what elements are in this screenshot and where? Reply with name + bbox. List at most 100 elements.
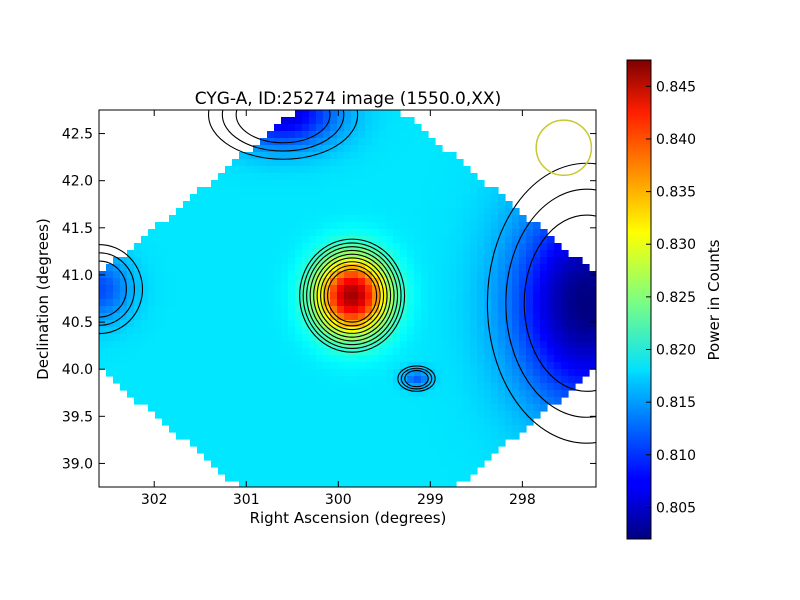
heat-cell bbox=[281, 201, 289, 209]
heat-cell bbox=[337, 439, 345, 447]
heat-cell bbox=[491, 271, 499, 279]
heat-cell bbox=[484, 439, 492, 447]
heat-cell bbox=[393, 264, 401, 272]
heat-cell bbox=[225, 257, 233, 265]
heat-cell bbox=[386, 481, 394, 487]
heat-cell bbox=[428, 264, 436, 272]
heat-cell bbox=[148, 355, 156, 363]
heat-cell bbox=[442, 453, 450, 461]
heat-cell bbox=[463, 187, 471, 195]
heat-cell bbox=[239, 376, 247, 384]
heat-cell bbox=[288, 355, 296, 363]
heat-cell bbox=[512, 236, 520, 244]
heat-cell bbox=[414, 348, 422, 356]
heat-cell bbox=[141, 383, 149, 391]
heat-cell bbox=[456, 348, 464, 356]
heat-cell bbox=[323, 292, 331, 300]
heat-cell bbox=[190, 250, 198, 258]
heat-cell bbox=[575, 327, 583, 335]
heat-cell bbox=[470, 180, 478, 188]
heat-cell bbox=[246, 467, 254, 475]
heat-cell bbox=[435, 278, 443, 286]
heat-cell bbox=[344, 397, 352, 405]
heat-cell bbox=[309, 369, 317, 377]
heat-cell bbox=[575, 292, 583, 300]
heat-cell bbox=[155, 320, 163, 328]
heat-cell bbox=[435, 229, 443, 237]
heat-cell bbox=[281, 166, 289, 174]
heat-cell bbox=[393, 460, 401, 468]
heat-cell bbox=[246, 432, 254, 440]
heat-cell bbox=[365, 173, 373, 181]
heat-cell bbox=[421, 390, 429, 398]
heat-cell bbox=[155, 348, 163, 356]
heat-cell bbox=[505, 306, 513, 314]
heat-cell bbox=[295, 208, 303, 216]
heat-cell bbox=[365, 341, 373, 349]
heat-cell bbox=[253, 446, 261, 454]
heat-cell bbox=[260, 208, 268, 216]
y-tick-label: 41.0 bbox=[62, 268, 93, 284]
heat-cell bbox=[463, 292, 471, 300]
heat-cell bbox=[589, 278, 596, 286]
heat-cell bbox=[211, 194, 219, 202]
heat-cell bbox=[442, 320, 450, 328]
heat-cell bbox=[344, 215, 352, 223]
heat-cell bbox=[239, 369, 247, 377]
heat-cell bbox=[162, 222, 170, 230]
heat-cell bbox=[155, 404, 163, 412]
heat-cell bbox=[372, 362, 380, 370]
heat-cell bbox=[106, 327, 114, 335]
heat-cell bbox=[393, 404, 401, 412]
contour-line bbox=[316, 257, 388, 334]
heat-cell bbox=[211, 334, 219, 342]
heat-cell bbox=[393, 439, 401, 447]
heat-cell bbox=[372, 110, 380, 118]
heat-cell bbox=[218, 334, 226, 342]
heat-cell bbox=[365, 110, 373, 118]
heat-cell bbox=[295, 243, 303, 251]
heat-cell bbox=[365, 124, 373, 132]
heat-cell bbox=[351, 390, 359, 398]
heat-cell bbox=[190, 271, 198, 279]
heat-cell bbox=[365, 432, 373, 440]
heat-cell bbox=[421, 334, 429, 342]
heat-cell bbox=[218, 201, 226, 209]
heat-cell bbox=[393, 467, 401, 475]
heat-cell bbox=[358, 180, 366, 188]
heat-cell bbox=[246, 362, 254, 370]
contour-line bbox=[505, 188, 596, 418]
heat-cell bbox=[379, 222, 387, 230]
heat-cell bbox=[211, 453, 219, 461]
heat-cell bbox=[330, 250, 338, 258]
heat-cell bbox=[162, 376, 170, 384]
heat-cell bbox=[344, 222, 352, 230]
heat-cell bbox=[344, 187, 352, 195]
heat-cell bbox=[134, 257, 142, 265]
heat-cell bbox=[260, 187, 268, 195]
heat-cell bbox=[463, 411, 471, 419]
heat-cell bbox=[533, 257, 541, 265]
heat-cell bbox=[435, 173, 443, 181]
heat-cell bbox=[519, 383, 527, 391]
heat-cell bbox=[477, 180, 485, 188]
heat-cell bbox=[246, 250, 254, 258]
heat-cell bbox=[169, 341, 177, 349]
heat-cell bbox=[141, 369, 149, 377]
heat-cell bbox=[316, 215, 324, 223]
heat-cell bbox=[330, 327, 338, 335]
heat-cell bbox=[344, 264, 352, 272]
heat-cell bbox=[470, 348, 478, 356]
heat-cell bbox=[407, 166, 415, 174]
heat-cell bbox=[407, 313, 415, 321]
heat-cell bbox=[190, 278, 198, 286]
heat-cell bbox=[302, 243, 310, 251]
heat-cell bbox=[421, 180, 429, 188]
heat-cell bbox=[379, 173, 387, 181]
heat-cell bbox=[540, 243, 548, 251]
heat-cell bbox=[526, 299, 534, 307]
heat-cell bbox=[463, 285, 471, 293]
heat-cell bbox=[561, 264, 569, 272]
heat-cell bbox=[281, 278, 289, 286]
heat-cell bbox=[512, 376, 520, 384]
